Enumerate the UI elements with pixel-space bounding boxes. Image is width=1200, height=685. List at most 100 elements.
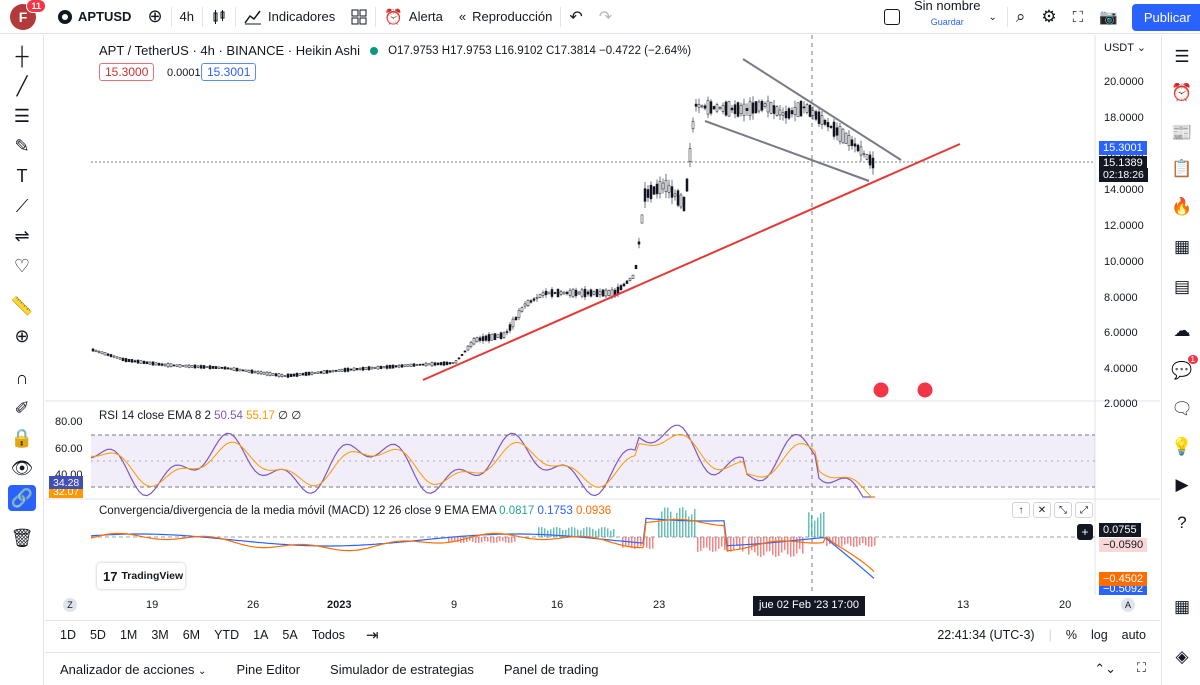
lock-icon[interactable]: 🔒 bbox=[10, 427, 34, 448]
log-toggle[interactable]: log bbox=[1090, 628, 1108, 642]
pencil-lock-icon[interactable]: ✐ bbox=[14, 397, 30, 418]
replay-button[interactable]: « Reproducción bbox=[451, 0, 560, 34]
auto-scale-button[interactable]: A bbox=[1121, 598, 1135, 612]
chart-title[interactable]: APT / TetherUS · 4h · BINANCE · Heikin A… bbox=[99, 43, 361, 58]
layers-icon[interactable]: ◈ bbox=[1175, 647, 1189, 666]
candle-body bbox=[622, 283, 626, 287]
undo-icon[interactable]: ↶ bbox=[569, 8, 583, 26]
currency-label[interactable]: USDT ⌄ bbox=[1104, 42, 1147, 54]
gear-icon[interactable]: ⚙ bbox=[1041, 7, 1057, 26]
collapse-icon[interactable]: ⤡ bbox=[1054, 502, 1072, 518]
text-icon[interactable]: T bbox=[16, 165, 28, 186]
help-icon[interactable]: ? bbox=[1177, 513, 1187, 532]
chart-area[interactable]: APT / TetherUS · 4h · BINANCE · Heikin A… bbox=[45, 35, 1160, 615]
chat-icon[interactable]: 💬 1 bbox=[1170, 355, 1198, 383]
publish-button[interactable]: Publicar bbox=[1131, 3, 1200, 31]
ruler-icon[interactable]: 📏 bbox=[10, 295, 34, 316]
range-button[interactable]: 6M bbox=[182, 627, 201, 642]
maximize-panel-icon[interactable]: ⛶ bbox=[1136, 660, 1146, 675]
chart-type-button[interactable] bbox=[203, 0, 235, 34]
candle-body bbox=[121, 357, 125, 361]
fib-lines-icon[interactable]: ☰ bbox=[13, 105, 31, 126]
candle-body bbox=[334, 370, 338, 372]
crosshair-icon[interactable]: ┼ bbox=[15, 45, 29, 66]
trash-icon[interactable]: 🗑 bbox=[10, 527, 34, 548]
percent-toggle[interactable]: % bbox=[1065, 628, 1077, 642]
symbol-search[interactable]: APTUSD bbox=[50, 0, 139, 34]
alerts-icon[interactable]: ⏰ bbox=[1171, 83, 1193, 102]
candle-body bbox=[688, 148, 692, 162]
pattern-icon[interactable]: ⟋ bbox=[15, 195, 29, 216]
zoom-button[interactable]: Z bbox=[63, 598, 77, 612]
clock[interactable]: 22:41:34 (UTC-3) bbox=[937, 628, 1035, 642]
range-button[interactable]: Todos bbox=[311, 627, 346, 642]
wedge-lower-line[interactable] bbox=[704, 120, 870, 182]
search-icon[interactable]: ⌕ bbox=[1015, 7, 1026, 26]
buy-button[interactable]: 15.3001 bbox=[201, 63, 257, 81]
messages-icon[interactable]: 🗨 bbox=[1171, 399, 1193, 418]
trend-line-icon[interactable]: ╱ bbox=[16, 75, 28, 96]
tab-pine-editor[interactable]: Pine Editor bbox=[236, 661, 301, 677]
range-button[interactable]: 1A bbox=[253, 627, 269, 642]
collapse-panel-icon[interactable]: ⌃⌄ bbox=[1094, 661, 1116, 676]
layout-checkbox-icon[interactable] bbox=[884, 9, 900, 25]
alert-button[interactable]: ⏰ Alerta bbox=[376, 0, 451, 34]
news-icon[interactable]: 📰 bbox=[1171, 123, 1193, 142]
compare-add-icon[interactable]: ⊕ bbox=[147, 6, 163, 26]
magnet-icon[interactable]: ∩ bbox=[15, 367, 29, 388]
hotlist-icon[interactable]: 🔥 bbox=[1171, 197, 1193, 216]
macd-name[interactable]: Convergencia/divergencia de la media móv… bbox=[99, 505, 370, 517]
watchlist-icon[interactable]: ☰ bbox=[1174, 47, 1190, 66]
candle-body bbox=[442, 361, 446, 366]
heart-icon[interactable]: ♡ bbox=[13, 255, 31, 276]
tab-trading-panel[interactable]: Panel de trading bbox=[503, 661, 599, 677]
interval-button[interactable]: 4h bbox=[172, 0, 202, 34]
range-button[interactable]: 3M bbox=[151, 627, 169, 642]
calendar-icon[interactable]: 📋 bbox=[1171, 159, 1193, 178]
user-avatar[interactable]: F 11 bbox=[10, 0, 46, 30]
range-button[interactable]: 1D bbox=[60, 627, 76, 642]
support-trendline[interactable] bbox=[422, 143, 961, 381]
lightbulb-icon[interactable]: 💡 bbox=[1171, 437, 1193, 456]
brush-icon[interactable]: ✎ bbox=[14, 135, 30, 156]
event-flag-icon[interactable] bbox=[916, 381, 934, 399]
candle-body bbox=[466, 345, 470, 351]
rsi-name[interactable]: RSI bbox=[99, 410, 119, 422]
auto-toggle[interactable]: auto bbox=[1121, 628, 1146, 642]
chevron-down-icon[interactable]: ⌄ bbox=[988, 11, 997, 23]
layout-name-button[interactable]: Sin nombre Guardar bbox=[906, 0, 988, 34]
add-plus-icon[interactable]: + bbox=[1077, 524, 1093, 540]
macd-hist-bar bbox=[850, 537, 852, 546]
calculator-icon[interactable]: ▦ bbox=[1173, 237, 1191, 256]
range-button[interactable]: 5D bbox=[89, 627, 106, 642]
templates-button[interactable] bbox=[343, 0, 375, 34]
move-up-icon[interactable]: ↑ bbox=[1012, 502, 1030, 518]
event-flag-icon[interactable] bbox=[872, 381, 890, 399]
range-button[interactable]: 1M bbox=[119, 627, 138, 642]
redo-icon[interactable]: ↷ bbox=[598, 8, 613, 26]
zoom-icon[interactable]: ⊕ bbox=[14, 325, 30, 346]
time-axis[interactable]: Z 19 26 2023 9 16 23 13 20 jue 02 Feb '2… bbox=[45, 596, 1160, 616]
close-icon[interactable]: ✕ bbox=[1033, 502, 1051, 518]
camera-icon[interactable]: 📷 bbox=[1099, 9, 1118, 26]
fullscreen-icon[interactable]: ⛶ bbox=[1072, 8, 1084, 26]
eye-icon[interactable]: 👁 bbox=[10, 457, 34, 478]
dom-icon[interactable]: ▦ bbox=[1173, 597, 1191, 616]
link-icon[interactable]: 🔗 bbox=[8, 485, 36, 511]
maximize-icon[interactable]: ⤢ bbox=[1075, 502, 1093, 518]
wedge-upper-line[interactable] bbox=[742, 58, 902, 161]
tab-stock-screener[interactable]: Analizador de acciones ⌄ bbox=[45, 662, 221, 677]
indicators-button[interactable]: Indicadores bbox=[236, 0, 343, 34]
sell-button[interactable]: 15.3000 bbox=[99, 63, 155, 81]
stream-icon[interactable]: ▶ bbox=[1175, 475, 1189, 494]
tab-strategy-tester[interactable]: Simulador de estrategias bbox=[330, 661, 474, 677]
chart-canvas[interactable] bbox=[45, 35, 1160, 595]
projection-icon[interactable]: ⇌ bbox=[14, 225, 30, 246]
range-button[interactable]: 5A bbox=[282, 627, 298, 642]
range-button[interactable]: YTD bbox=[214, 627, 240, 642]
widget-toolbar: ☰ ⏰ 📰 📋 🔥 ▦ ▤ ☁ 💬 1 🗨 💡 ▶ ? ▦ ◈ bbox=[1161, 35, 1200, 685]
tradingview-logo[interactable]: 17 TradingView bbox=[97, 563, 185, 589]
date-range-icon[interactable]: ⇥ bbox=[366, 626, 379, 644]
screener-icon[interactable]: ▤ bbox=[1173, 277, 1191, 296]
ideas-icon[interactable]: ☁ bbox=[1173, 321, 1191, 340]
